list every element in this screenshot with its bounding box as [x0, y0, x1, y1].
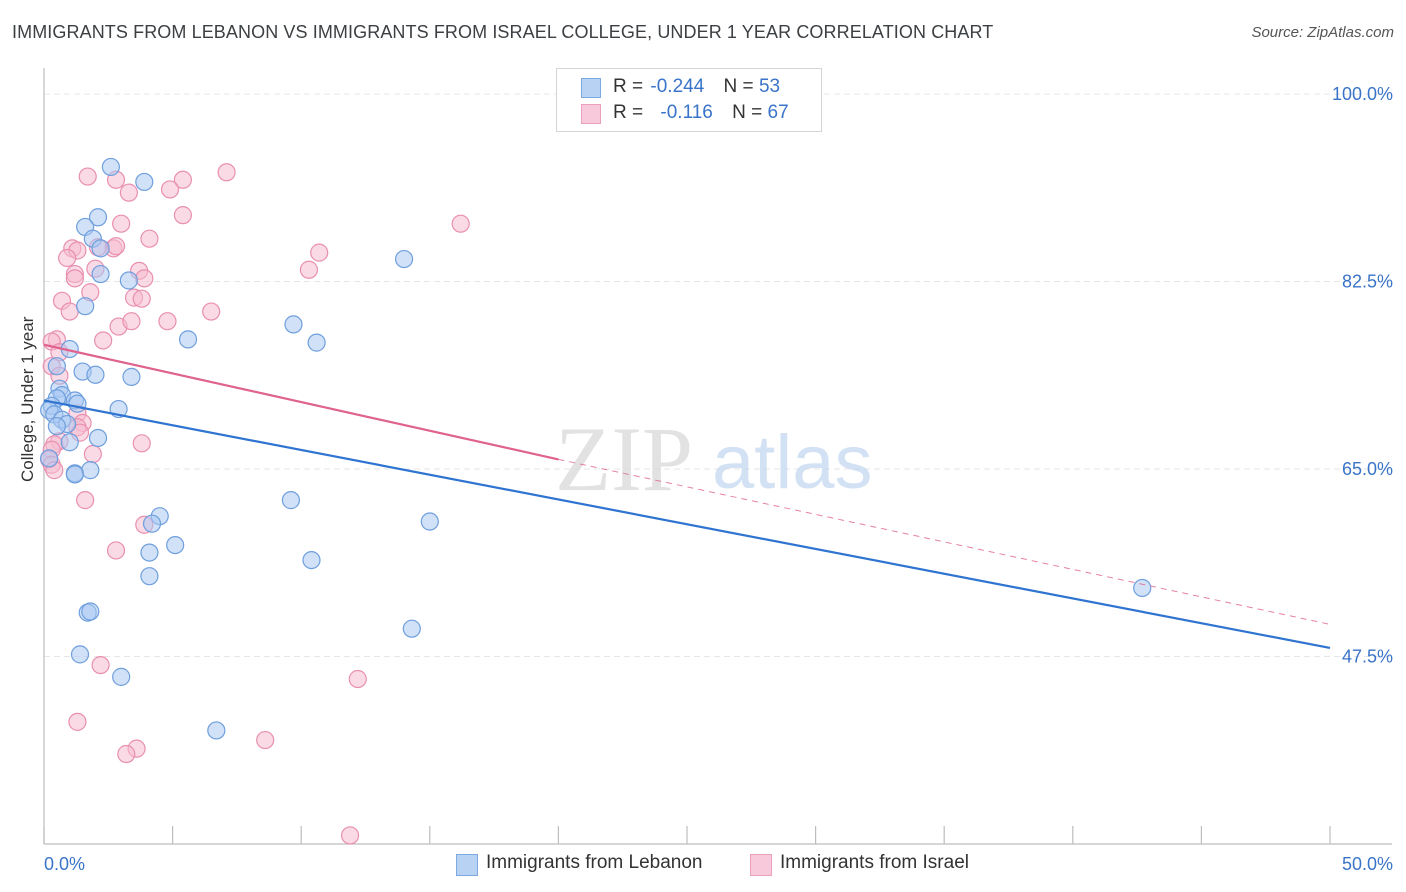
- lebanon-point: [307, 333, 326, 352]
- israel-point: [299, 260, 319, 279]
- lebanon-point: [207, 721, 226, 740]
- israel-point: [132, 434, 151, 453]
- lebanon-point: [135, 172, 154, 192]
- lebanon-point: [60, 433, 79, 452]
- lebanon-point: [65, 465, 84, 484]
- lebanon-point: [88, 428, 108, 448]
- legend-r-label: R =: [613, 102, 644, 123]
- israel-point: [348, 669, 367, 689]
- lebanon-point: [81, 602, 100, 621]
- lebanon-point: [101, 157, 120, 177]
- lebanon-point: [112, 667, 131, 686]
- israel-point: [173, 170, 192, 189]
- watermark-atlas: atlas: [712, 420, 873, 505]
- bottom-legend-swatch-blue: [456, 854, 478, 876]
- lebanon-point: [86, 365, 105, 384]
- lebanon-point: [394, 249, 414, 269]
- israel-point: [140, 229, 159, 248]
- legend-n-value-lebanon: 53: [758, 76, 781, 97]
- y-tick-label: 65.0%: [1342, 459, 1393, 479]
- lebanon-points: [40, 157, 1152, 740]
- lebanon-point: [70, 645, 90, 664]
- israel-point: [60, 302, 79, 321]
- lebanon-point: [1133, 578, 1152, 598]
- israel-point: [58, 248, 77, 268]
- lebanon-trend-line: [43, 399, 1331, 650]
- lebanon-point: [68, 394, 87, 413]
- israel-point: [451, 214, 470, 233]
- legend-r-value-lebanon: -0.244: [650, 76, 705, 97]
- lebanon-point: [76, 297, 95, 316]
- y-tick-label: 100.0%: [1332, 84, 1393, 104]
- israel-point: [65, 269, 84, 288]
- y-axis-label: College, Under 1 year: [18, 316, 37, 482]
- lebanon-point: [178, 330, 198, 349]
- trend-lines: [43, 343, 1331, 650]
- lebanon-point: [140, 543, 159, 562]
- israel-point: [160, 180, 180, 199]
- israel-point: [106, 541, 126, 560]
- legend-n-label: N =: [732, 102, 763, 123]
- israel-point: [135, 269, 154, 288]
- lebanon-point: [281, 491, 301, 510]
- bottom-legend-label-lebanon: Immigrants from Lebanon: [486, 852, 703, 873]
- y-tick-label: 47.5%: [1342, 647, 1393, 667]
- source-credit: Source: ZipAtlas.com: [1251, 24, 1394, 41]
- bottom-legend-label-israel: Immigrants from Israel: [780, 852, 969, 873]
- israel-trend-line: [43, 343, 559, 461]
- israel-point: [117, 744, 136, 764]
- legend-swatch-blue: [581, 78, 601, 98]
- lebanon-point: [119, 271, 138, 290]
- israel-point: [340, 826, 360, 845]
- lebanon-point: [122, 367, 141, 387]
- legend-r-value-israel: -0.116: [660, 102, 713, 123]
- legend-r-label: R =: [613, 76, 644, 97]
- lebanon-point: [47, 357, 66, 376]
- lebanon-point: [142, 514, 162, 533]
- israel-point: [202, 302, 221, 321]
- israel-point: [310, 243, 329, 262]
- correlation-legend: R = -0.244 N = 53 R = -0.116 N = 67: [556, 68, 822, 132]
- legend-n-value-israel: 67: [767, 102, 789, 123]
- israel-point: [112, 214, 131, 233]
- lebanon-point: [47, 417, 66, 436]
- legend-swatch-pink: [581, 104, 601, 124]
- lebanon-point: [91, 239, 110, 258]
- bottom-legend-swatch-pink: [750, 854, 772, 876]
- lebanon-point: [402, 619, 421, 638]
- israel-point: [256, 730, 275, 750]
- israel-point: [76, 491, 95, 510]
- israel-point: [83, 444, 102, 464]
- israel-point: [119, 183, 138, 202]
- israel-point: [94, 331, 113, 350]
- israel-point: [91, 655, 110, 675]
- lebanon-point: [88, 208, 108, 227]
- y-tick-label: 82.5%: [1342, 272, 1393, 292]
- watermark-zip: ZIP: [555, 408, 693, 510]
- israel-point: [173, 206, 192, 225]
- chart-title: IMMIGRANTS FROM LEBANON VS IMMIGRANTS FR…: [12, 22, 994, 42]
- lebanon-point: [302, 550, 321, 570]
- israel-point: [78, 167, 97, 186]
- israel-point: [68, 712, 87, 731]
- x-tick-label: 0.0%: [44, 854, 85, 874]
- israel-point: [158, 312, 177, 331]
- lebanon-point: [284, 315, 303, 334]
- lebanon-point: [420, 512, 439, 531]
- israel-point: [217, 163, 236, 182]
- israel-point: [132, 289, 151, 308]
- legend-n-label: N =: [723, 76, 754, 97]
- lebanon-point: [140, 567, 159, 586]
- tick-labels: 100.0% 82.5% 65.0% 47.5% 0.0% 50.0%: [44, 84, 1393, 874]
- lebanon-point: [40, 449, 59, 468]
- israel-point: [106, 237, 126, 256]
- lebanon-point: [166, 535, 185, 555]
- israel-point: [122, 312, 141, 331]
- lebanon-point: [91, 264, 110, 284]
- grid-lines: [44, 93, 1392, 658]
- lebanon-point: [81, 461, 100, 480]
- x-tick-label: 50.0%: [1342, 854, 1393, 874]
